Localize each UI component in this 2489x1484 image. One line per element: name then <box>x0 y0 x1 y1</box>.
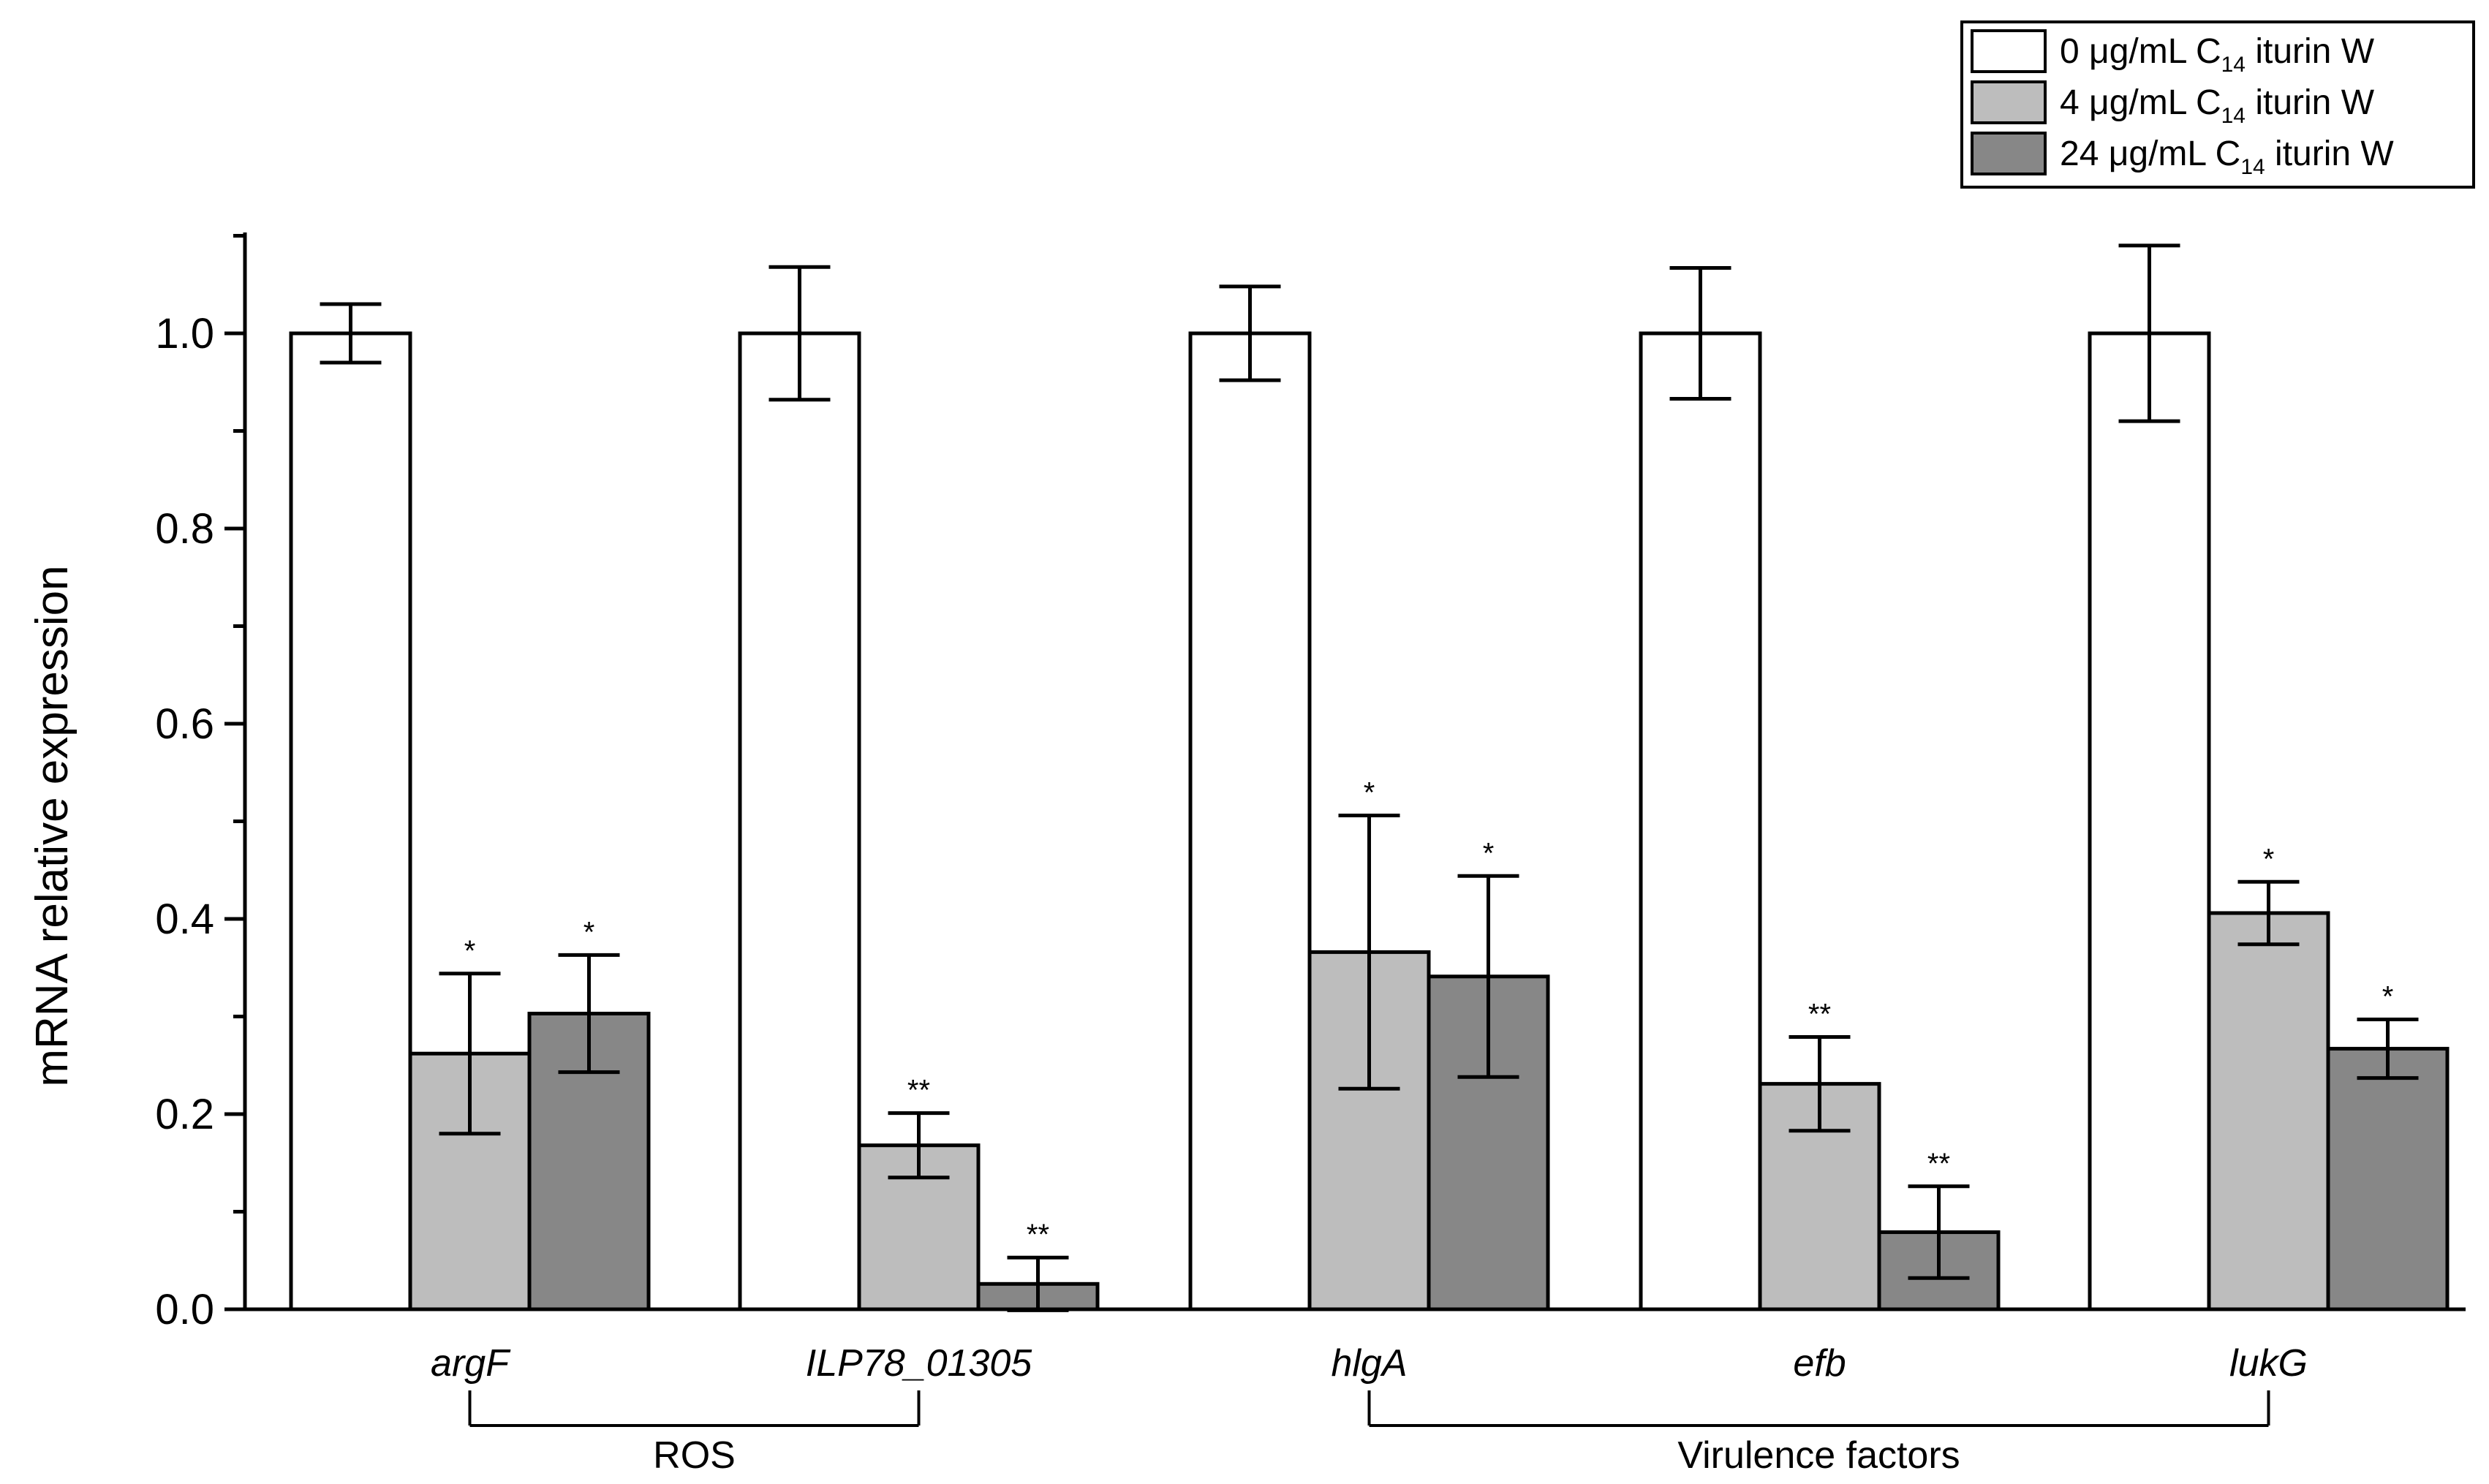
legend-swatch <box>1971 29 2047 73</box>
legend-label-suffix: iturin W <box>2246 83 2375 122</box>
x-category-label: efb <box>1793 1342 1846 1385</box>
legend-label-suffix: iturin W <box>2265 135 2395 173</box>
y-tick-label: 0.0 <box>155 1286 214 1333</box>
significance-label: ** <box>1027 1219 1049 1251</box>
x-category-label: ILP78_01305 <box>806 1342 1032 1385</box>
group-label: Virulence factors <box>1677 1434 1960 1477</box>
bar-lukG-s1 <box>2207 911 2330 1311</box>
significance-label: ** <box>1808 999 1831 1031</box>
y-tick-label: 1.0 <box>155 310 214 357</box>
bar-lukG-s2 <box>2326 1047 2450 1311</box>
legend-swatch <box>1971 132 2047 175</box>
x-category-label: hlgA <box>1331 1342 1407 1385</box>
y-tick-label: 0.2 <box>155 1091 214 1138</box>
bar-ILP78_01305-s0 <box>738 331 861 1311</box>
legend-label-subscript: 14 <box>2240 155 2265 179</box>
significance-label: * <box>1483 837 1495 869</box>
labels: **argF****ILP78_01305**hlgA****efb**lukG… <box>431 776 2393 1477</box>
significance-label: * <box>583 916 595 948</box>
y-tick-label: 0.4 <box>155 896 214 943</box>
legend-label: 0 μg/mL C14 iturin W <box>2060 32 2375 77</box>
legend-box <box>1960 20 2475 189</box>
significance-label: * <box>464 935 476 967</box>
y-tick-label: 0.8 <box>155 505 214 553</box>
legend-label-prefix: 4 μg/mL C <box>2060 83 2221 122</box>
legend-label-suffix: iturin W <box>2246 32 2375 71</box>
y-tick-label: 0.6 <box>155 700 214 748</box>
legend: 0 μg/mL C14 iturin W4 μg/mL C14 iturin W… <box>1960 20 2475 189</box>
bars <box>289 243 2450 1312</box>
significance-label: ** <box>1927 1148 1950 1180</box>
bar-argF-s0 <box>289 331 412 1311</box>
legend-swatch <box>1971 80 2047 124</box>
legend-label: 24 μg/mL C14 iturin W <box>2060 135 2394 179</box>
x-category-label: argF <box>431 1342 511 1385</box>
significance-label: * <box>2382 981 2394 1013</box>
legend-label: 4 μg/mL C14 iturin W <box>2060 83 2375 128</box>
y-axis-label: mRNA relative expression <box>27 565 78 1086</box>
bar-lukG-s0 <box>2088 331 2211 1311</box>
significance-label: * <box>2263 843 2275 875</box>
legend-label-prefix: 0 μg/mL C <box>2060 32 2221 71</box>
group-label: ROS <box>653 1434 736 1477</box>
x-category-label: lukG <box>2229 1342 2308 1385</box>
legend-label-subscript: 14 <box>2221 104 2246 128</box>
legend-label-prefix: 24 μg/mL C <box>2060 135 2240 173</box>
significance-label: ** <box>907 1075 930 1107</box>
bar-hlgA-s0 <box>1188 331 1312 1311</box>
bar-efb-s0 <box>1639 331 1762 1311</box>
legend-label-subscript: 14 <box>2221 53 2246 77</box>
significance-label: * <box>1364 776 1375 809</box>
